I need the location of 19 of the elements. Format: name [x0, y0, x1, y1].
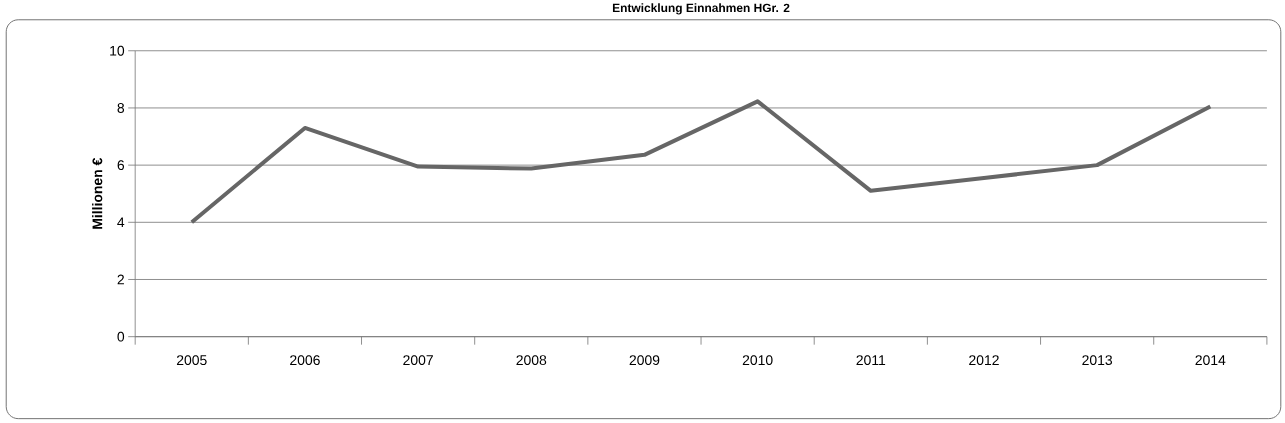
y-tick-label: 8: [117, 103, 125, 113]
y-axis-title: Millionen €: [92, 158, 103, 229]
x-tick-label: 2008: [516, 355, 547, 366]
x-tick-label: 2007: [403, 355, 433, 366]
x-tick-label: 2006: [290, 355, 320, 366]
y-tick-label: 6: [117, 160, 125, 171]
y-tick-label: 4: [117, 217, 125, 228]
x-tick-label: 2013: [1082, 355, 1113, 366]
y-tick-label: 10: [110, 45, 125, 56]
chart-title: Entwicklung Einnahmen HGr. 2: [612, 3, 790, 15]
x-tick-label: 2010: [742, 355, 773, 366]
x-tick-label: 2009: [629, 355, 660, 366]
x-tick-label: 2014: [1195, 355, 1226, 366]
line-series: [189, 99, 1213, 225]
y-tick-label: 2: [117, 274, 124, 285]
y-tick-label: 0: [117, 331, 125, 342]
x-tick-label: 2011: [856, 355, 886, 366]
x-tick-label: 2005: [176, 355, 207, 366]
x-tick-label: 2012: [969, 355, 999, 366]
